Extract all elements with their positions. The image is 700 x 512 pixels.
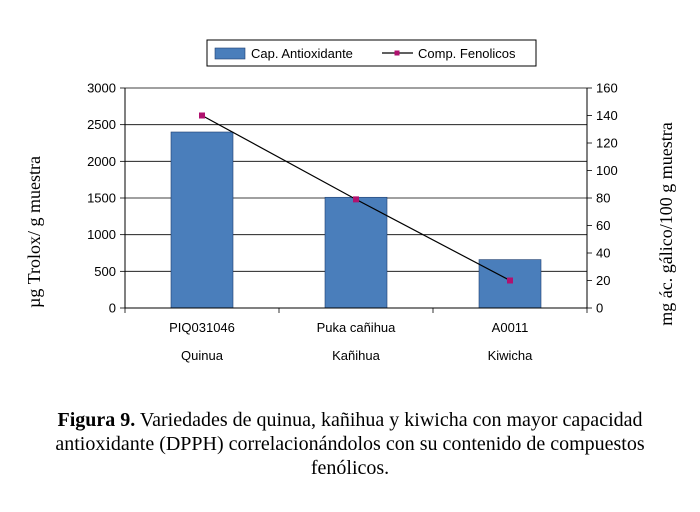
bar [478,259,542,309]
y-axis-title: µg Trolox/ g muestra [24,156,44,308]
legend-line-marker [394,50,400,56]
y-tick-label: 0 [109,301,116,316]
x-tick-label: PIQ031046 [169,320,235,335]
phenolics-line [199,112,513,284]
line-point [199,112,205,119]
legend-box [206,39,537,67]
tick-labels: 0 500 1000 1500 2000 2500 3000 0 20 40 60 80 100 120 1… [87,81,618,316]
y-tick-label: 1000 [87,227,116,242]
y2-tick-label: 20 [596,273,610,288]
bar [170,131,234,309]
x-tick-label: Puka cañihua [317,320,397,335]
x-group-label: Kañihua [332,348,380,363]
y-tick-label: 3000 [87,81,116,96]
y2-tick-label: 140 [596,108,618,123]
y2-tick-label: 40 [596,246,610,261]
line-point [353,196,359,203]
y2-tick-label: 120 [596,136,618,151]
x-tick-label: A0011 [492,320,529,335]
bar [324,196,388,309]
y2-tick-label: 0 [596,301,603,316]
y-tick-label: 1500 [87,191,116,206]
legend-bar-label: Cap. Antioxidante [251,46,353,61]
legend-bar-swatch [214,47,246,60]
legend: Cap. Antioxidante Comp. Fenolicos [206,39,537,67]
figure-caption-text: Variedades de quinua, kañihua y kiwicha … [55,409,645,479]
x-group-label: Kiwicha [488,348,534,363]
y2-tick-label: 80 [596,191,610,206]
bars [170,131,542,309]
y-tick-label: 2500 [87,117,116,132]
y2-tick-label: 100 [596,163,618,178]
category-labels: PIQ031046 Quinua Puka cañihua Kañihua A0011 K… [169,320,533,363]
figure-label: Figura 9. [57,409,136,431]
axes [120,87,592,313]
y-tick-label: 2000 [87,154,116,169]
chart: Cap. Antioxidante Comp. Fenolicos µg Tro… [24,39,676,363]
y-tick-label: 500 [94,264,116,279]
y2-axis-title: mg ác. gálico/100 g muestra [656,122,676,325]
y2-tick-label: 160 [596,81,618,96]
line-point [507,277,513,284]
x-group-label: Quinua [181,348,224,363]
y2-tick-label: 60 [596,218,610,233]
legend-line-label: Comp. Fenolicos [418,46,516,61]
figure-caption: Figura 9. Variedades de quinua, kañihua … [30,408,670,480]
